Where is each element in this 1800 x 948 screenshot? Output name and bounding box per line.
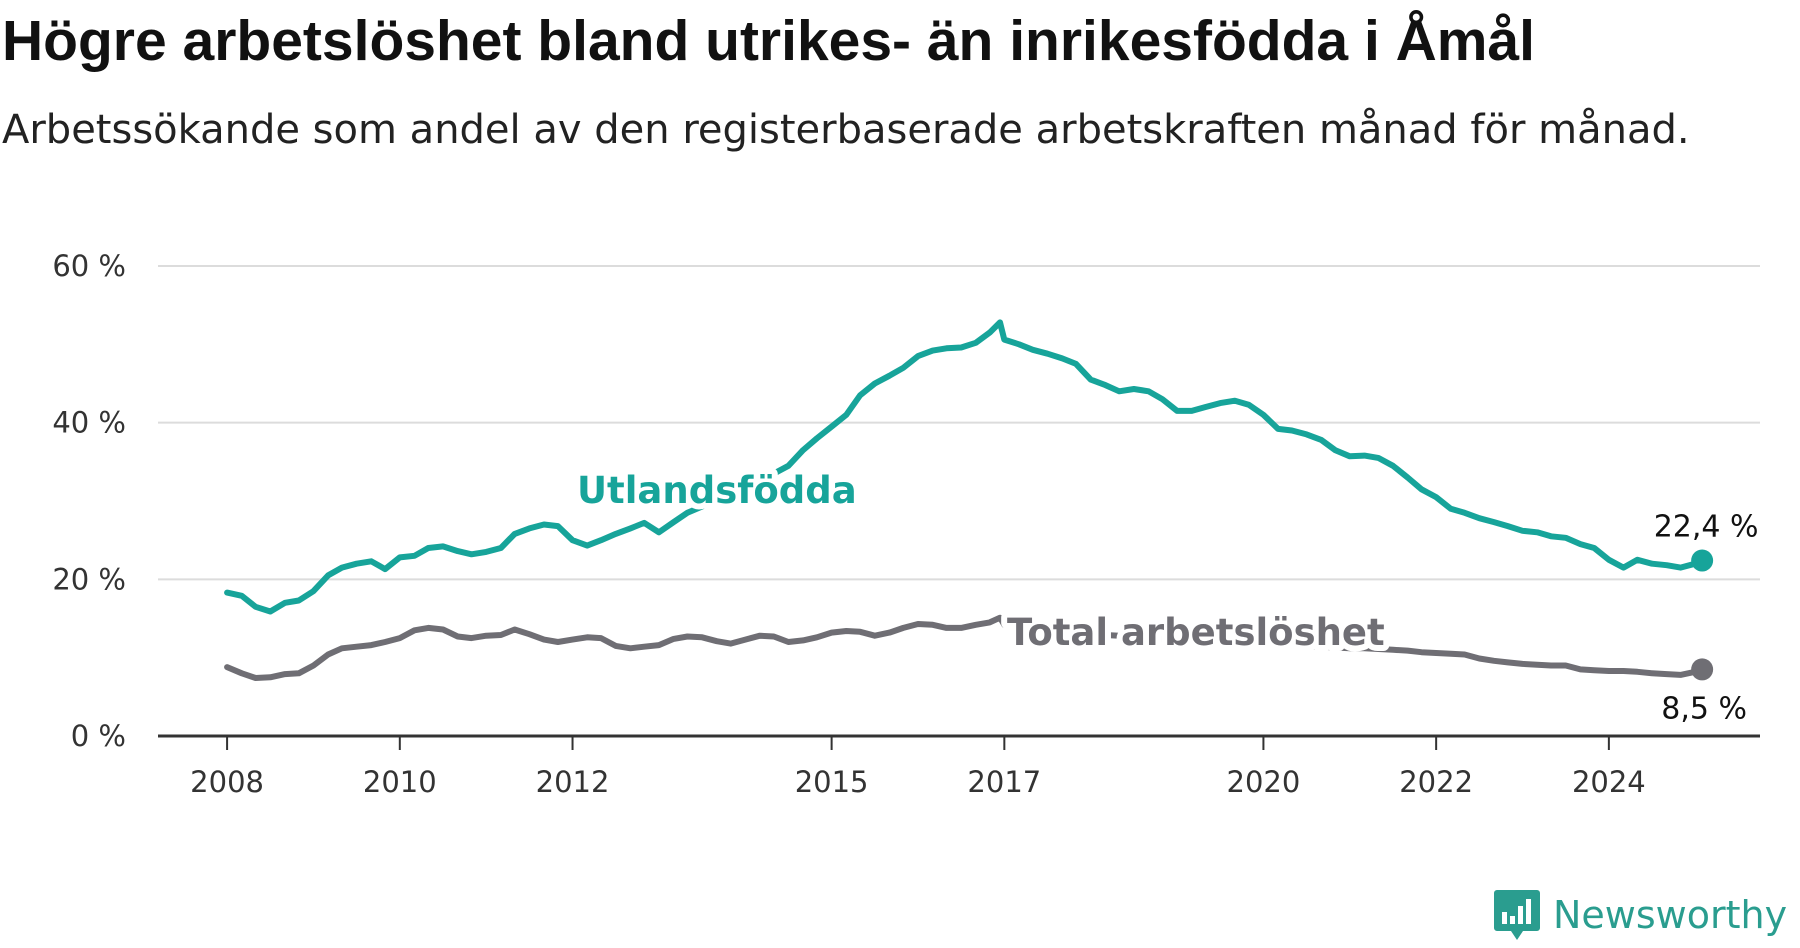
series-labels: Utlandsfödda Total arbetslöshet 22,4 % 8,5 …	[571, 463, 1759, 726]
x-tick-label: 2012	[536, 765, 610, 799]
series-end-point-1	[1691, 658, 1714, 681]
y-tick-label: 20 %	[52, 562, 126, 596]
y-tick-label: 40 %	[52, 406, 126, 440]
gridlines	[158, 265, 1760, 738]
series-line-1	[224, 614, 1706, 681]
chart-subtitle: Arbetssökande som andel av den registerb…	[2, 107, 1690, 153]
x-axis-ticks: 2008 2010 2012 2015 2017 2020 2022 2024	[190, 736, 1646, 799]
series-line-0	[224, 319, 1706, 615]
end-label-utlandsfodda: 22,4 %	[1654, 510, 1759, 545]
x-tick-label: 2010	[363, 765, 437, 799]
x-tick-label: 2008	[190, 765, 264, 799]
y-tick-label: 0 %	[71, 719, 126, 753]
y-axis-ticks: 0 % 20 % 40 % 60 %	[52, 249, 126, 753]
series-label-utlandsfodda: Utlandsfödda	[577, 469, 857, 512]
x-tick-label: 2017	[967, 765, 1041, 799]
x-tick-label: 2015	[795, 765, 869, 799]
end-label-total: 8,5 %	[1661, 691, 1747, 726]
y-tick-label: 60 %	[52, 249, 126, 283]
x-tick-label: 2020	[1227, 765, 1301, 799]
newsworthy-logo[interactable]: Newsworthy	[1493, 888, 1787, 942]
series-end-point-0	[1691, 549, 1714, 572]
x-tick-label: 2024	[1572, 765, 1646, 799]
series-lines	[224, 319, 1714, 681]
brand-name: Newsworthy	[1553, 893, 1788, 937]
chart-title: Högre arbetslöshet bland utrikes- än inr…	[2, 9, 1536, 73]
newsworthy-icon	[1494, 890, 1540, 940]
x-tick-label: 2022	[1399, 765, 1473, 799]
series-label-total: Total arbetslöshet	[1007, 611, 1385, 654]
